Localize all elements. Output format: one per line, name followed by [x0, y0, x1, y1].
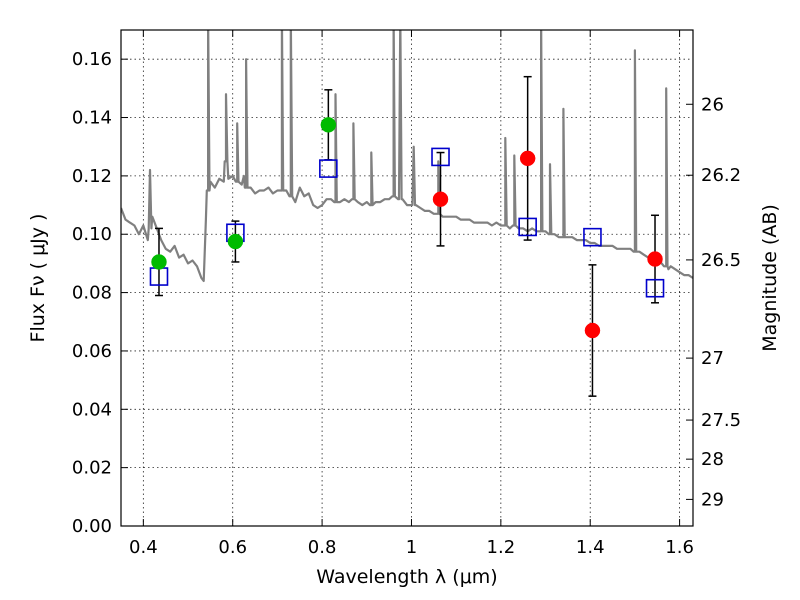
x-tick-label: 1 — [406, 537, 417, 558]
y-tick-label: 0.12 — [72, 166, 112, 187]
y-tick-label: 0.00 — [72, 516, 112, 537]
x-axis-label: Wavelength λ (μm) — [316, 566, 497, 588]
y-tick-label: 0.02 — [72, 458, 112, 479]
y2-tick-label: 26.2 — [701, 165, 741, 186]
y-tick-label: 0.14 — [72, 108, 112, 129]
x-tick-label: 1.6 — [665, 537, 694, 558]
observed-point-green — [320, 117, 337, 133]
x-tick-label: 1.4 — [576, 537, 605, 558]
x-tick-label: 0.6 — [218, 537, 247, 558]
observed-point-red — [584, 322, 601, 339]
model-point — [645, 278, 665, 298]
y2-tick-label: 28 — [701, 449, 724, 470]
observed-point-red — [647, 251, 663, 267]
y-tick-label: 0.06 — [72, 341, 112, 362]
y2-tick-label: 26.5 — [701, 250, 741, 271]
model-photometry — [149, 147, 665, 298]
plot-background — [121, 30, 693, 526]
y2-axis-label: Magnitude (AB) — [759, 204, 781, 352]
x-tick-label: 1.2 — [487, 537, 516, 558]
y-tick-label: 0.10 — [72, 224, 112, 245]
sed-line — [121, 30, 693, 282]
plot-frame — [120, 29, 694, 527]
y2-tick-label: 29 — [701, 489, 724, 510]
y2-tick-label: 26 — [701, 94, 724, 115]
model-point — [431, 147, 450, 167]
x-tick-label: 0.8 — [308, 537, 337, 558]
y2-tick-label: 27.5 — [701, 410, 741, 431]
axis-ticks: 0.4 0.6 0.8 1 1.2 1.4 1.6 0.00 0.02 0.04 0.06 0.08 0… — [72, 30, 741, 558]
model-point — [583, 227, 602, 247]
y2-tick-label: 27 — [701, 348, 724, 369]
y-tick-label: 0.04 — [72, 399, 112, 420]
y-axis-label: Flux Fν ( μJy ) — [27, 214, 49, 343]
sed-model — [121, 30, 693, 282]
x-tick-label: 0.4 — [129, 537, 158, 558]
y-tick-label: 0.16 — [72, 49, 112, 70]
observed-point-red — [432, 191, 449, 207]
observed-point-red — [519, 150, 536, 167]
observed-point-green — [227, 233, 244, 250]
model-point — [518, 217, 537, 237]
observed-photometry — [151, 117, 663, 339]
observed-point-green — [151, 254, 167, 270]
y-tick-label: 0.08 — [72, 283, 112, 304]
model-point — [319, 159, 338, 178]
